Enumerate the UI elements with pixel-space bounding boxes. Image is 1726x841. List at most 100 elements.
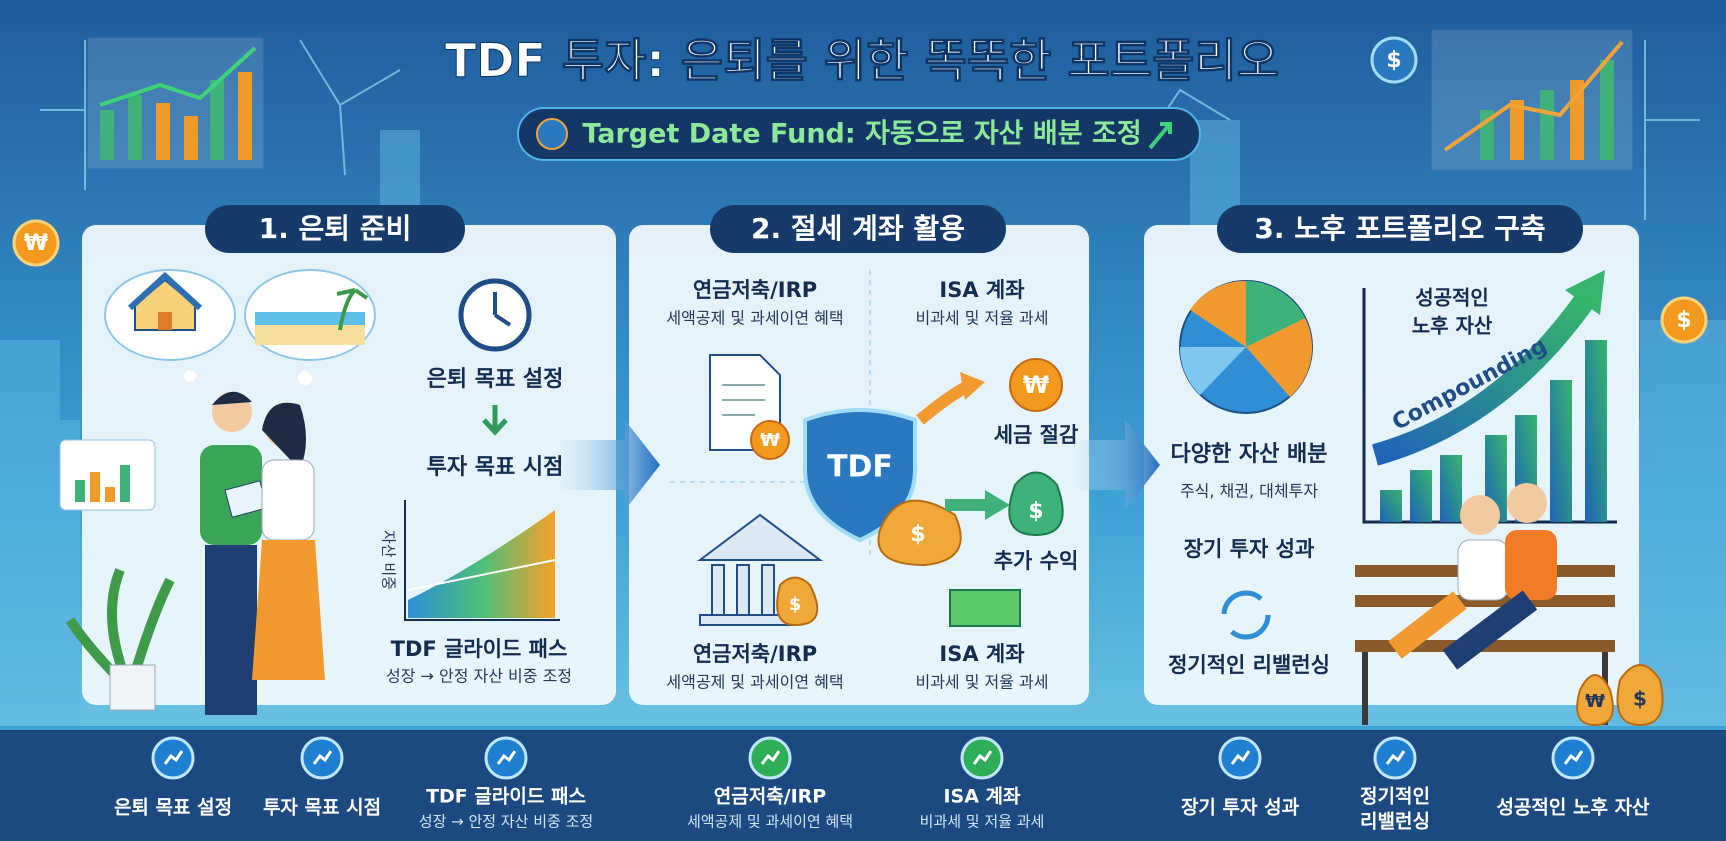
panel1-illustration-part [205, 545, 257, 715]
corner-chart-part-part [238, 72, 252, 160]
background-part [0, 120, 1726, 730]
footer-label: 리밸런싱 [1360, 811, 1430, 833]
panel1-illustration [59, 269, 560, 715]
coin-part [12, 219, 60, 267]
panel2-illustration-part [1009, 358, 1063, 412]
panel3-illustration-part [1190, 280, 1246, 347]
account-desc: 비과세 및 저율 과세 [915, 673, 1048, 692]
panel1-illustration-part-part [90, 472, 100, 502]
corner-chart-part-part [210, 80, 224, 160]
corner-chart-part-part [156, 103, 170, 160]
icon-symbol: $ [1633, 687, 1647, 711]
account-desc: 비과세 및 저율 과세 [915, 309, 1048, 328]
subtitle-pill-part [517, 107, 1201, 161]
corner-chart-part [99, 46, 257, 107]
panel3-illustration-part [1457, 539, 1509, 601]
panel2-illustration-part [949, 589, 1021, 627]
panel-title: 2. 절세 계좌 활용 [751, 212, 965, 245]
panel1-illustration-part [482, 405, 508, 436]
footer-label: ISA 계좌 [943, 786, 1021, 808]
benefit: 세금 절감 [994, 423, 1079, 447]
panel3-illustration-part [1460, 495, 1500, 535]
panel1-illustration-part [336, 288, 369, 331]
corner-chart-part-part [128, 95, 142, 160]
footer-icon-glyph [972, 750, 993, 765]
panel1-illustration-part [212, 391, 252, 405]
panel3-illustration-part [1616, 664, 1664, 727]
subtitle-pill [517, 107, 1201, 161]
panel3-illustration-part-part [1585, 340, 1607, 522]
step-label: 투자 목표 시점 [427, 455, 564, 480]
footer-icon-glyph [1563, 750, 1584, 765]
panel2-illustration-part-part [711, 564, 725, 616]
footer-label: TDF 글라이드 패스 [426, 786, 586, 808]
item-name: 다양한 자산 배분 [1171, 442, 1328, 467]
panel3-illustration [1179, 270, 1664, 727]
coin: $ [1660, 296, 1708, 344]
chart-title: TDF 글라이드 패스 [391, 637, 568, 661]
panel1-illustration-part [109, 664, 156, 711]
panel2-illustration-part [697, 513, 823, 561]
corner-chart-part [87, 37, 264, 169]
account-name: 연금저축/IRP [693, 278, 817, 302]
panel1-illustration-part [255, 312, 365, 325]
panel2-illustration-part [960, 372, 985, 400]
panel1-illustration-part [262, 402, 306, 470]
panel2-illustration-part [776, 576, 819, 627]
icon-symbol: ₩ [1585, 691, 1605, 712]
icon-symbol: $ [1028, 499, 1043, 524]
icon-symbol: $ [910, 522, 925, 547]
panel1-illustration-part [184, 370, 196, 382]
panel2-illustration-part [722, 384, 765, 416]
footer-icon-glyph [1230, 750, 1251, 765]
panel2-illustration [670, 270, 1064, 627]
corner-chart-part-part [184, 116, 198, 160]
coin-symbol: ₩ [24, 231, 48, 256]
panel3-illustration-part [1179, 347, 1246, 395]
footer-band-part [0, 726, 1726, 841]
footer-label: 장기 투자 성과 [1181, 797, 1300, 819]
panel2-illustration-part-part [736, 564, 750, 616]
corner-chart-part [1443, 40, 1624, 152]
panel3-illustration-part-part [1440, 455, 1462, 522]
account-desc: 세액공제 및 과세이연 혜택 [666, 309, 843, 328]
corner-chart-part-part [1540, 90, 1554, 160]
panel-backgrounds-part [560, 420, 660, 510]
panel3-illustration-part [1576, 674, 1614, 727]
panel2-illustration-part-part [761, 564, 775, 616]
subtitle: Target Date Fund: 자동으로 자산 배분 조정 [582, 119, 1141, 150]
coin: ₩ [12, 219, 60, 267]
panel3-illustration-part [1246, 281, 1305, 347]
panel1-illustration-part [407, 559, 556, 591]
footer-label: 정기적인 [1360, 786, 1430, 808]
chart-caption: 성장 → 안정 자산 비중 조정 [386, 667, 572, 686]
panel1-illustration-part [158, 312, 172, 330]
panel1-illustration-part [493, 292, 512, 327]
coin-symbol: $ [1676, 308, 1691, 333]
footer-icon-glyph [312, 750, 333, 765]
account-desc: 세액공제 및 과세이연 혜택 [666, 673, 843, 692]
panel3-illustration-part [1221, 590, 1271, 640]
chart-title: 노후 자산 [1412, 314, 1493, 338]
account-name: ISA 계좌 [939, 642, 1025, 666]
background-part-part [40, 40, 1700, 220]
footer-label: 은퇴 목표 설정 [114, 797, 232, 819]
footer-label: 투자 목표 시점 [263, 797, 381, 819]
corner-chart-part-part [1510, 100, 1524, 160]
panel-backgrounds-part [1075, 420, 1160, 510]
title: TDF 투자: 은퇴를 위한 똑똑한 포트폴리오 [445, 34, 1279, 88]
panel3-illustration-part [1507, 483, 1547, 523]
panel-backgrounds-part [205, 205, 465, 253]
panel3-illustration-part [1372, 293, 1594, 466]
panel3-illustration-part [1565, 270, 1605, 315]
panel-backgrounds-part [1217, 205, 1583, 253]
panel1-illustration-part [255, 325, 365, 345]
footer-desc: 세액공제 및 과세이연 혜택 [687, 813, 853, 831]
panel3-illustration-part [1246, 318, 1313, 397]
footer-band-part [0, 726, 1726, 730]
panel1-illustration-part [252, 540, 325, 680]
panel1-illustration-part [261, 459, 315, 541]
coin: $ [1370, 36, 1418, 84]
